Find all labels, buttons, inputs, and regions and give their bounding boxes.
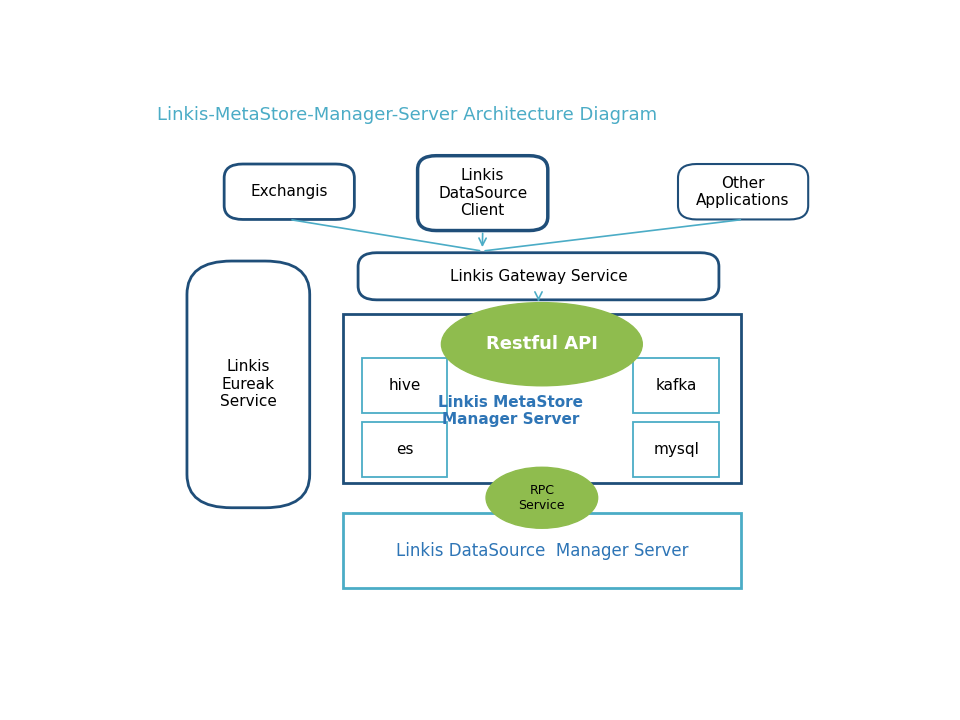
FancyBboxPatch shape (634, 422, 719, 477)
FancyBboxPatch shape (187, 261, 310, 508)
Text: Linkis
Eureak
Service: Linkis Eureak Service (220, 359, 276, 409)
FancyBboxPatch shape (418, 156, 548, 230)
Text: hive: hive (389, 378, 420, 393)
FancyBboxPatch shape (362, 422, 447, 477)
Text: Restful API: Restful API (486, 336, 598, 354)
Text: es: es (396, 442, 414, 457)
Text: mysql: mysql (653, 442, 699, 457)
Text: Linkis-MetaStore-Manager-Server Architecture Diagram: Linkis-MetaStore-Manager-Server Architec… (157, 106, 658, 124)
FancyBboxPatch shape (634, 358, 719, 413)
FancyBboxPatch shape (344, 314, 741, 483)
Text: Linkis MetaStore
Manager Server: Linkis MetaStore Manager Server (438, 395, 583, 427)
Text: Other
Applications: Other Applications (696, 176, 790, 208)
Text: Linkis DataSource  Manager Server: Linkis DataSource Manager Server (396, 541, 688, 559)
Ellipse shape (442, 302, 642, 386)
Ellipse shape (486, 467, 598, 528)
FancyBboxPatch shape (358, 253, 719, 300)
Text: Exchangis: Exchangis (251, 184, 328, 199)
FancyBboxPatch shape (225, 164, 354, 220)
FancyBboxPatch shape (678, 164, 808, 220)
Text: RPC
Service: RPC Service (518, 484, 565, 512)
Text: Linkis
DataSource
Client: Linkis DataSource Client (438, 168, 527, 218)
Text: kafka: kafka (656, 378, 697, 393)
Text: Linkis Gateway Service: Linkis Gateway Service (449, 269, 628, 284)
FancyBboxPatch shape (344, 513, 741, 588)
FancyBboxPatch shape (362, 358, 447, 413)
